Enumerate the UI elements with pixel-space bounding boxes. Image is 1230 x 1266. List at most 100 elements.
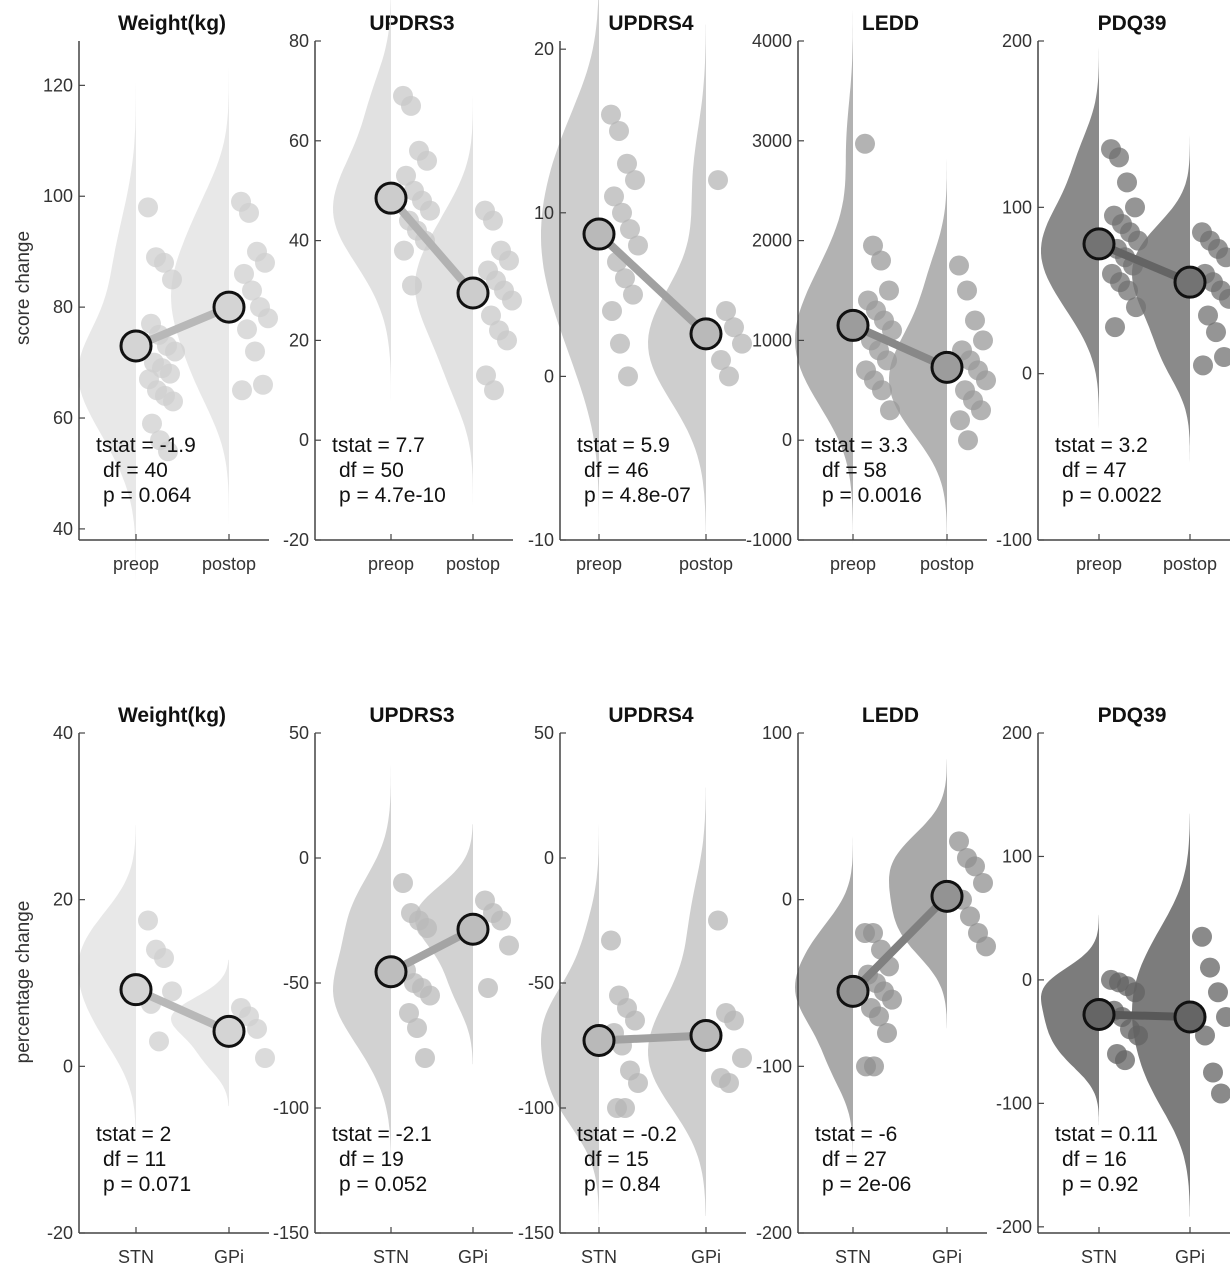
data-point — [976, 370, 996, 391]
data-point — [1109, 147, 1129, 168]
data-point — [1125, 197, 1145, 218]
x-tick-label-GPi: GPi — [214, 1247, 244, 1266]
y-tick-label: 100 — [762, 723, 792, 743]
y-tick-label: 100 — [1002, 197, 1032, 217]
data-point — [724, 1010, 744, 1031]
stat-p: p = 4.7e-10 — [339, 484, 446, 507]
stat-tstat: tstat = 3.2 — [1055, 434, 1148, 457]
stat-df: df = 15 — [584, 1148, 649, 1171]
y-tick-label: -200 — [756, 1223, 792, 1243]
y-tick-label: 0 — [299, 430, 309, 450]
y-tick-label: 0 — [63, 1056, 73, 1076]
stat-df: df = 58 — [822, 459, 887, 482]
data-point — [394, 240, 414, 261]
mean-marker-preop — [836, 308, 870, 342]
subplot-title: UPDRS4 — [608, 12, 694, 35]
data-point — [154, 252, 174, 273]
subplot-1-2: UPDRS4 -150 -100 -50 0 50 STN GPi tstat = -0.2df… — [518, 704, 752, 1266]
mean-marker-GPi — [689, 1019, 723, 1052]
data-point — [491, 910, 511, 931]
stat-tstat: tstat = 5.9 — [577, 434, 670, 457]
stat-df: df = 40 — [103, 459, 168, 482]
data-point — [417, 150, 437, 171]
stat-df: df = 46 — [584, 459, 649, 482]
data-point — [601, 930, 621, 951]
subplot-title: Weight(kg) — [118, 704, 226, 727]
data-point — [415, 1048, 435, 1068]
data-point — [1125, 982, 1145, 1003]
data-point — [949, 255, 969, 276]
data-point — [497, 330, 517, 351]
data-point — [879, 280, 899, 301]
y-tick-label: 40 — [53, 723, 73, 743]
mean-marker-preop — [119, 329, 153, 363]
mean-connector — [598, 1031, 707, 1045]
y-tick-label: 50 — [289, 723, 309, 743]
subplot-1-3: LEDD -200 -100 0 100 STN GPi tstat = -6df = 27p… — [756, 704, 996, 1266]
data-point — [420, 200, 440, 221]
data-point — [258, 308, 278, 329]
mean-marker-GPi — [930, 879, 964, 913]
data-point — [1105, 317, 1125, 338]
violin-STN — [541, 823, 599, 1225]
stat-df: df = 19 — [339, 1148, 404, 1171]
y-tick-label: 100 — [43, 186, 73, 206]
subplot-title: LEDD — [862, 704, 919, 727]
mean-marker-postop — [212, 290, 246, 324]
stat-tstat: tstat = -6 — [815, 1123, 897, 1146]
violin-STN — [795, 835, 853, 1164]
y-tick-label: 1000 — [752, 330, 792, 350]
subplot-0-4: PDQ39 -100 0 100 200 preop postop tstat = 3.2df… — [996, 12, 1230, 574]
data-point — [160, 363, 180, 384]
data-point — [1126, 297, 1146, 318]
data-point — [863, 923, 883, 943]
data-point — [609, 120, 629, 141]
violin-postop — [171, 67, 229, 525]
data-point — [402, 275, 422, 296]
data-point — [255, 252, 275, 273]
data-point — [618, 366, 638, 387]
y-tick-label: -100 — [996, 530, 1032, 550]
data-point — [615, 268, 635, 289]
y-tick-label: 0 — [1022, 364, 1032, 384]
violin-preop — [795, 0, 853, 559]
stat-tstat: tstat = 7.7 — [332, 434, 425, 457]
y-tick-label: 40 — [289, 231, 309, 251]
mean-connector — [134, 986, 231, 1035]
violin-STN — [1041, 914, 1099, 1126]
violin-STN — [78, 825, 136, 1137]
subplot-1-4: PDQ39 -200 -100 0 100 200 STN GPi tstat = 0.11df… — [996, 704, 1230, 1266]
data-point — [138, 910, 158, 931]
y-tick-label: 80 — [289, 31, 309, 51]
data-point — [882, 320, 902, 341]
y-tick-label: -50 — [528, 973, 554, 993]
data-point — [401, 95, 421, 116]
y-tick-label: 4000 — [752, 31, 792, 51]
x-tick-label-preop: preop — [1076, 554, 1122, 574]
data-point — [138, 197, 158, 218]
data-point — [869, 1006, 889, 1027]
stat-tstat: tstat = -2.1 — [332, 1123, 432, 1146]
y-tick-label: 120 — [43, 75, 73, 95]
violin-postop — [1132, 135, 1190, 463]
y-tick-label: 20 — [289, 330, 309, 350]
data-point — [162, 981, 182, 1002]
y-tick-label: 0 — [1022, 970, 1032, 990]
y-tick-label: 0 — [544, 848, 554, 868]
mean-connector — [596, 231, 709, 337]
mean-marker-STN — [374, 955, 408, 989]
stat-df: df = 50 — [339, 459, 404, 482]
data-point — [719, 366, 739, 387]
data-point — [165, 341, 185, 362]
y-tick-label: -50 — [283, 973, 309, 993]
data-point — [615, 1098, 635, 1118]
stat-tstat: tstat = -1.9 — [96, 434, 196, 457]
mean-marker-GPi — [456, 912, 490, 946]
x-tick-label-GPi: GPi — [691, 1247, 721, 1266]
data-point — [617, 153, 637, 174]
data-point — [420, 985, 440, 1006]
data-point — [958, 430, 978, 451]
violin-GPi — [889, 759, 947, 1029]
data-point — [1216, 1006, 1230, 1027]
mean-marker-postop — [930, 350, 964, 384]
